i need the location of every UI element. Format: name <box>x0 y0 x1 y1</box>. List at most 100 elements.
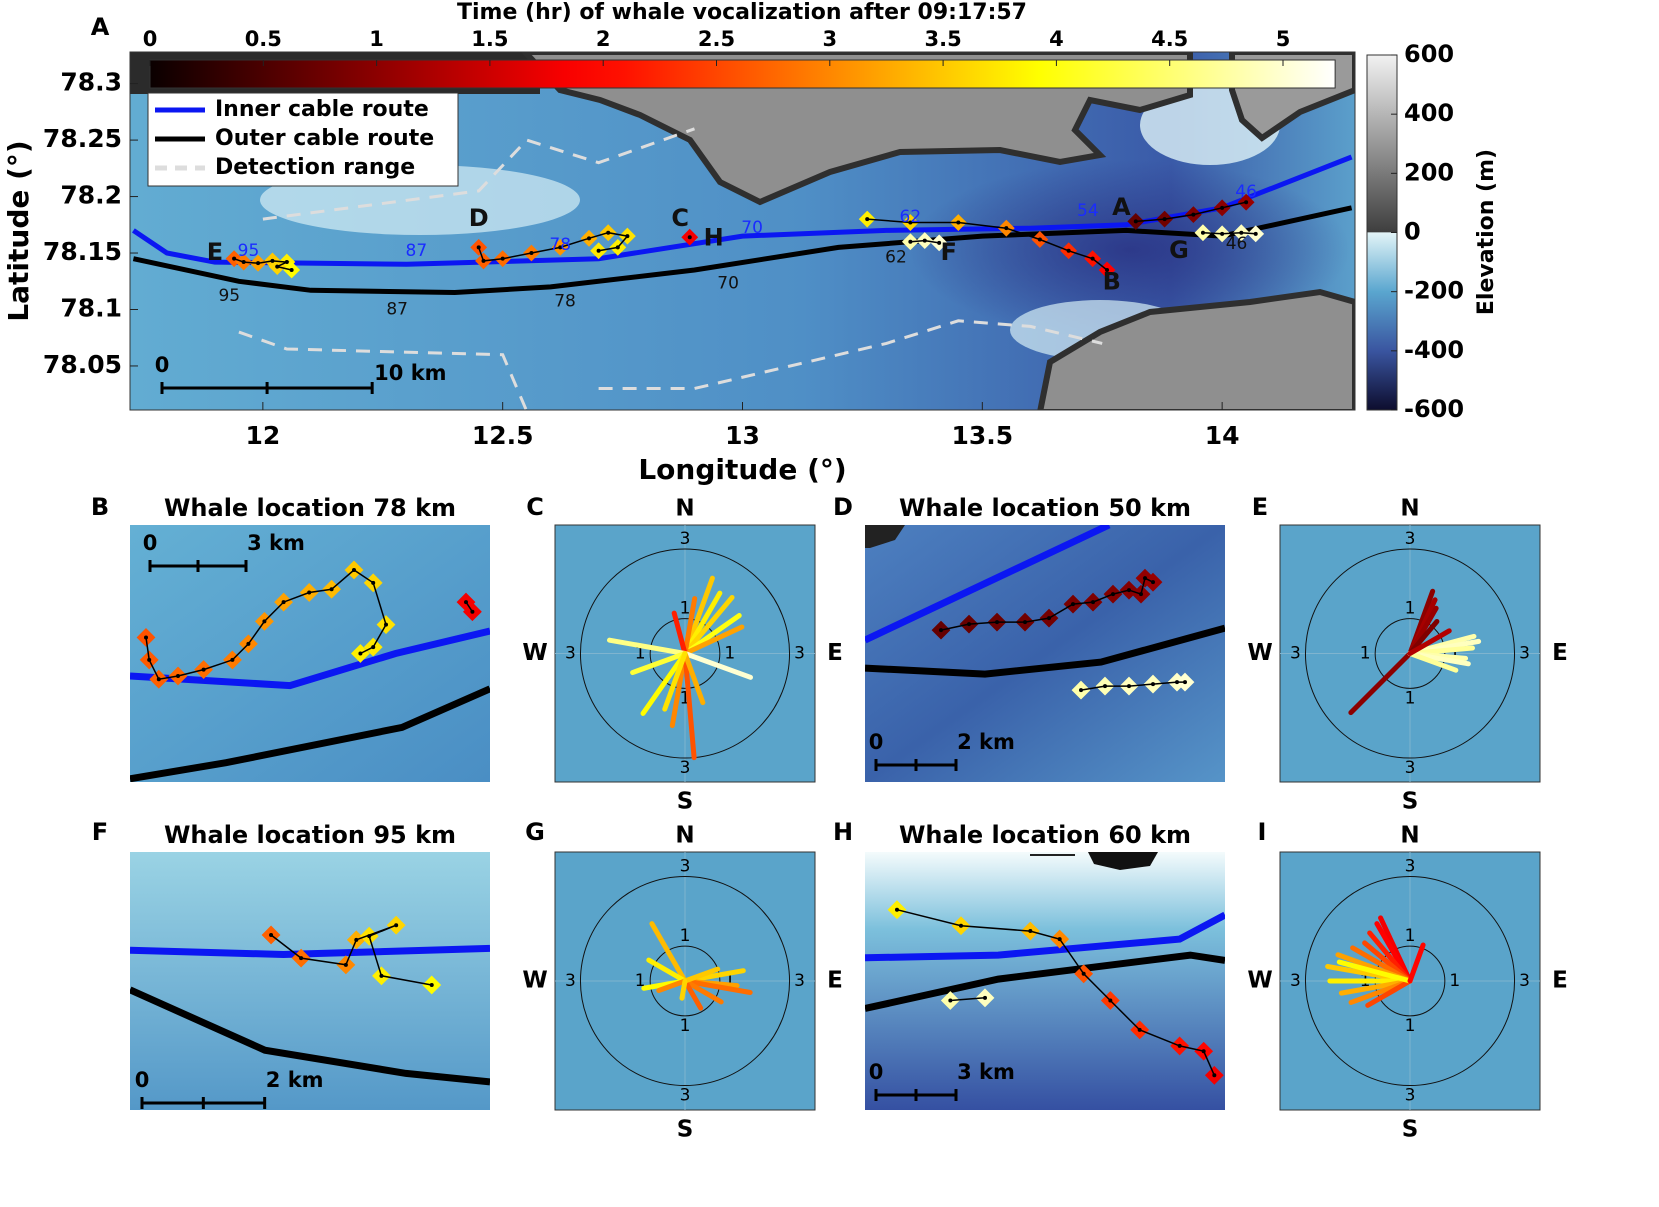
colorbar-tick-label: 2 <box>596 27 611 51</box>
location-dot <box>922 238 927 243</box>
compass-label: S <box>1402 1117 1419 1143</box>
annotation: 70 <box>717 274 739 294</box>
location-dot <box>500 256 505 261</box>
panel-title: Whale location 95 km <box>164 821 456 849</box>
compass-label: N <box>675 496 694 522</box>
colorbar-tick-label: 200 <box>1404 158 1454 186</box>
ocean <box>865 525 1225 782</box>
whale-track <box>145 569 387 681</box>
location-dot <box>1137 1027 1142 1032</box>
location-dot <box>358 651 363 656</box>
x-tick-label: 13.5 <box>951 421 1013 450</box>
location-dot <box>865 217 870 222</box>
land <box>1037 288 1355 410</box>
range-ring <box>579 548 791 759</box>
annotation: 54 <box>1077 201 1099 221</box>
annotation: G <box>1169 236 1189 264</box>
ring-label: 3 <box>1290 644 1301 664</box>
location-dot <box>384 622 388 627</box>
location-dot <box>371 580 376 585</box>
y-tick-label: 78.05 <box>43 350 122 379</box>
bearing-ray <box>682 978 753 995</box>
cable-route <box>130 685 490 782</box>
location-dot <box>1028 929 1033 934</box>
scale-label: 2 km <box>266 1068 324 1092</box>
location-dot <box>307 590 312 595</box>
bearing-ray <box>682 651 753 680</box>
location-dot <box>1037 237 1042 242</box>
annotation: 62 <box>885 248 907 268</box>
location-dot <box>367 934 372 939</box>
colorbar-label: Time (hr) of whale vocalization after 09… <box>457 0 1027 25</box>
location-dot <box>256 261 261 266</box>
colorbar-tick-label: 4 <box>1049 27 1064 51</box>
location-dot <box>1105 267 1110 272</box>
cable-route <box>130 627 490 690</box>
whale-track <box>1202 231 1256 235</box>
location-dot <box>1108 998 1113 1003</box>
annotation: 78 <box>554 292 576 312</box>
colorbar-tick-label: -400 <box>1404 336 1464 364</box>
location-dot <box>1127 684 1131 689</box>
legend-label: Detection range <box>215 155 415 180</box>
scale-label: 0 <box>155 353 170 377</box>
panel-letter: D <box>833 493 853 521</box>
location-dot <box>1127 588 1131 593</box>
bearing-ray <box>682 978 724 1005</box>
bearing-ray <box>671 610 688 656</box>
panel-letter: A <box>91 13 110 41</box>
location-dot <box>481 258 486 263</box>
location-dot <box>1079 688 1083 693</box>
annotation: 87 <box>406 241 428 261</box>
panel-title: Whale location 50 km <box>899 494 1191 522</box>
compass-label: W <box>1247 968 1272 994</box>
compass-label: W <box>1247 640 1272 666</box>
x-tick-label: 12 <box>245 421 280 450</box>
y-tick-label: 78.1 <box>60 293 122 322</box>
colorbar-tick-label: 600 <box>1404 40 1454 68</box>
cable-route <box>132 205 1353 296</box>
location-dot <box>1244 200 1249 205</box>
location-dot <box>596 248 601 253</box>
y-tick-label: 78.3 <box>60 68 122 97</box>
location-dot <box>1253 231 1258 236</box>
ring-label: 3 <box>1405 856 1416 876</box>
colorbar-tick-label: 1.5 <box>471 27 508 51</box>
location-dot <box>937 240 942 245</box>
compass-label: S <box>677 1117 694 1143</box>
bearing-ray <box>682 624 745 656</box>
location-dot <box>1066 248 1071 253</box>
cable-route <box>865 911 1225 962</box>
location-dot <box>201 667 206 672</box>
location-dot <box>176 673 180 678</box>
panel-letter: B <box>91 493 109 521</box>
compass-label: N <box>1400 496 1419 522</box>
range-ring <box>579 875 791 1087</box>
ring-label: 1 <box>680 599 691 619</box>
whale-track <box>940 577 1154 631</box>
deep-basin <box>910 160 1350 340</box>
x-axis-label: Longitude (°) <box>638 453 846 486</box>
location-dot <box>1220 205 1225 210</box>
bearing-ray <box>1407 942 1426 984</box>
location-dot <box>1151 682 1155 687</box>
location-dot <box>1201 1049 1206 1054</box>
annotation: 78 <box>549 235 571 255</box>
location-dot <box>464 600 468 605</box>
bearing-ray <box>646 957 688 984</box>
panel-title: Whale location 78 km <box>164 494 456 522</box>
location-dot <box>1220 231 1225 236</box>
x-tick-label: 14 <box>1205 421 1240 450</box>
annotation: 46 <box>1226 234 1248 254</box>
location-dot <box>687 235 692 240</box>
colorbar-tick-label: 4.5 <box>1151 27 1188 51</box>
location-dot <box>587 236 592 241</box>
ring-label: 3 <box>680 529 691 549</box>
location-dot <box>352 567 356 572</box>
ring-label: 1 <box>1405 926 1416 946</box>
location-dot <box>1200 230 1205 235</box>
location-dot <box>284 260 289 265</box>
ring-label: 3 <box>1290 971 1301 991</box>
annotation: 95 <box>238 241 260 261</box>
compass-label: E <box>827 640 843 666</box>
